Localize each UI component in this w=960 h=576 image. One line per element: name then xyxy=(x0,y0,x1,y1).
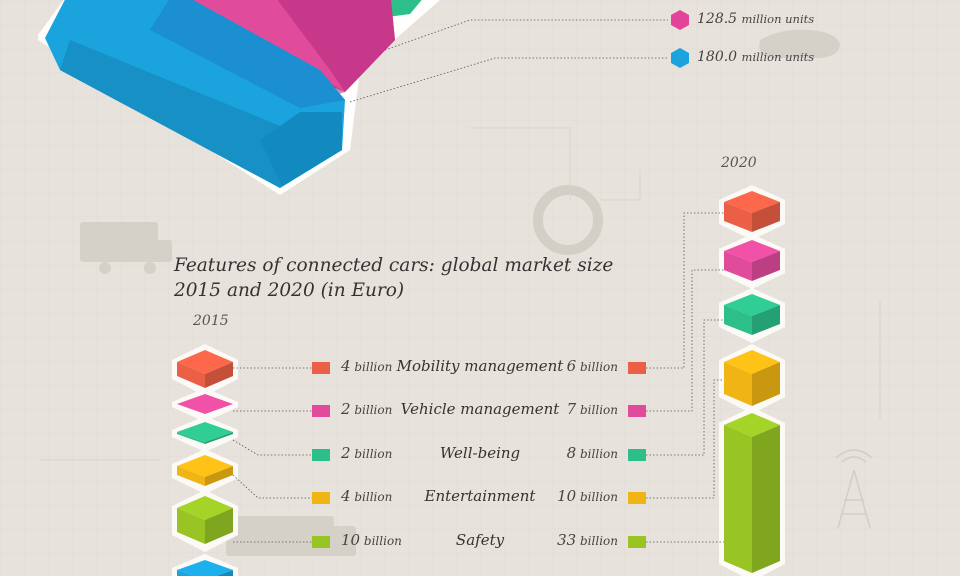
value-number: 7 xyxy=(566,400,577,418)
category-label: Safety xyxy=(455,531,505,549)
block-2020-2 xyxy=(719,234,785,289)
category-label: Vehicle management xyxy=(400,400,560,418)
block-2020-1 xyxy=(719,185,785,240)
value-number: 10 xyxy=(557,487,577,505)
block-2015-2 xyxy=(172,388,238,422)
value-2015: 2 billion xyxy=(341,444,392,462)
stack-2020 xyxy=(719,185,785,576)
category-label: Entertainment xyxy=(424,487,536,505)
year-label-2020: 2020 xyxy=(721,155,757,171)
value-number: 4 xyxy=(341,487,351,505)
pink-hexagon-marker xyxy=(671,10,689,30)
truck-silhouette-icon xyxy=(226,516,334,556)
legend-value: 180.0 xyxy=(697,49,738,65)
value-number: 10 xyxy=(341,531,361,549)
truck-silhouette-icon xyxy=(80,222,158,262)
legend-value: 128.5 xyxy=(697,11,738,27)
car-silhouette-icon xyxy=(759,29,840,58)
value-unit: billion xyxy=(576,490,618,504)
antenna-tower-icon xyxy=(835,449,873,529)
value-unit: billion xyxy=(350,447,393,461)
stack-2015 xyxy=(172,344,238,576)
value-number: 33 xyxy=(557,531,577,549)
value-number: 6 xyxy=(566,357,577,375)
color-swatch-2015 xyxy=(312,449,330,461)
legend-units-2: 180.0 million units xyxy=(697,49,814,65)
block-2020-5 xyxy=(719,407,785,576)
color-swatch-2020 xyxy=(628,449,646,461)
value-2015: 2 billion xyxy=(341,400,392,418)
category-label: Mobility management xyxy=(396,357,564,375)
value-number: 8 xyxy=(566,444,577,462)
value-unit: billion xyxy=(576,534,618,548)
background-decorations xyxy=(80,29,840,556)
leader-lines xyxy=(232,212,724,543)
chart-title: Features of connected cars: global marke… xyxy=(174,255,614,301)
legend-units-1: 128.5 million units xyxy=(697,11,814,27)
block-2015-5 xyxy=(172,490,238,552)
legend-unit: million units xyxy=(741,12,815,26)
color-swatch-2015 xyxy=(312,362,330,374)
value-2020: 33 billion xyxy=(557,531,618,549)
legend-unit: million units xyxy=(741,50,815,64)
block-2015-3 xyxy=(172,416,238,452)
top-prism-stack xyxy=(38,0,689,195)
color-swatch-2020 xyxy=(628,536,646,548)
value-unit: billion xyxy=(350,403,393,417)
value-unit: billion xyxy=(576,403,618,417)
value-unit: billion xyxy=(576,360,618,374)
value-number: 4 xyxy=(341,357,351,375)
color-swatch-2020 xyxy=(628,362,646,374)
block-2015-4 xyxy=(172,449,238,494)
color-swatch-2020 xyxy=(628,492,646,504)
value-unit: billion xyxy=(350,490,393,504)
value-2015: 10 billion xyxy=(341,531,402,549)
value-2020: 10 billion xyxy=(557,487,618,505)
steering-wheel-icon xyxy=(533,185,603,255)
value-2020: 8 billion xyxy=(567,444,618,462)
block-2015-extra xyxy=(172,554,238,576)
value-2020: 7 billion xyxy=(567,400,618,418)
value-unit: billion xyxy=(576,447,618,461)
block-2020-4 xyxy=(719,344,785,414)
year-label-2015: 2015 xyxy=(193,313,229,329)
category-label: Well-being xyxy=(439,444,521,462)
value-number: 2 xyxy=(341,400,351,418)
block-2020-3 xyxy=(719,288,785,343)
value-2015: 4 billion xyxy=(341,357,392,375)
color-swatch-2020 xyxy=(628,405,646,417)
value-2015: 4 billion xyxy=(341,487,392,505)
block-2015-1 xyxy=(172,344,238,396)
blue-hexagon-marker xyxy=(671,48,689,68)
value-number: 2 xyxy=(341,444,351,462)
value-2020: 6 billion xyxy=(567,357,618,375)
color-swatch-2015 xyxy=(312,405,330,417)
value-unit: billion xyxy=(350,360,393,374)
color-swatch-2015 xyxy=(312,492,330,504)
value-unit: billion xyxy=(360,534,402,548)
color-swatch-2015 xyxy=(312,536,330,548)
